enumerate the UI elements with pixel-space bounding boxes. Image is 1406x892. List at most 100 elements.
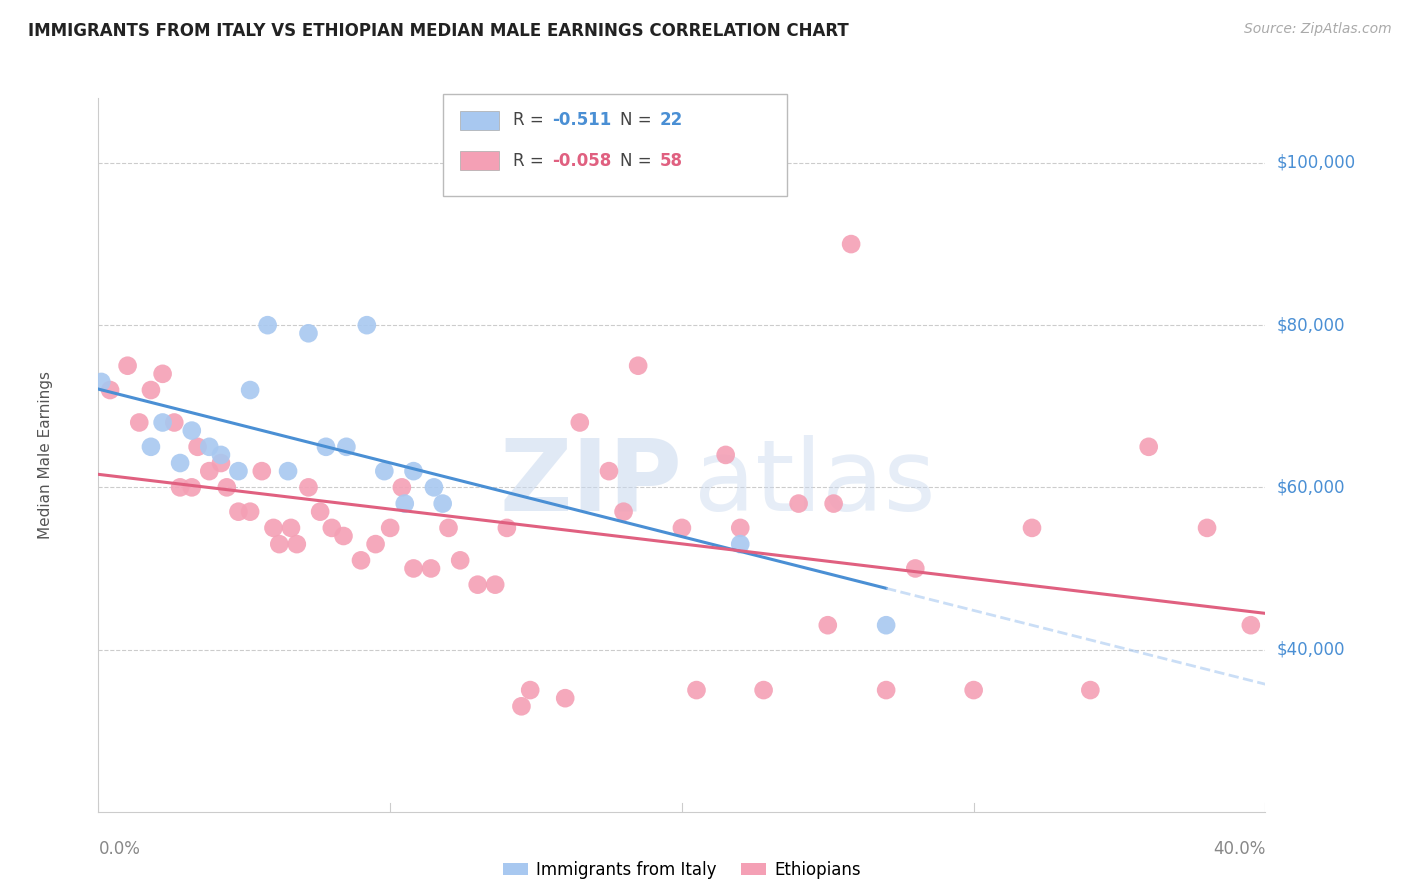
Point bbox=[239, 505, 262, 519]
Point bbox=[402, 464, 425, 478]
Point bbox=[554, 691, 576, 706]
Text: $40,000: $40,000 bbox=[1277, 640, 1346, 658]
Point bbox=[117, 359, 139, 373]
Point bbox=[627, 359, 650, 373]
Text: $60,000: $60,000 bbox=[1277, 478, 1346, 496]
Text: IMMIGRANTS FROM ITALY VS ETHIOPIAN MEDIAN MALE EARNINGS CORRELATION CHART: IMMIGRANTS FROM ITALY VS ETHIOPIAN MEDIA… bbox=[28, 22, 849, 40]
Point bbox=[752, 683, 775, 698]
Point bbox=[180, 480, 202, 494]
Point bbox=[373, 464, 395, 478]
Point bbox=[519, 683, 541, 698]
Text: 22: 22 bbox=[659, 112, 683, 129]
Point bbox=[315, 440, 337, 454]
Point bbox=[420, 561, 443, 575]
Point bbox=[598, 464, 620, 478]
Text: R =: R = bbox=[513, 112, 550, 129]
Text: atlas: atlas bbox=[693, 435, 935, 532]
Point bbox=[198, 464, 221, 478]
Point bbox=[467, 577, 489, 591]
Point bbox=[568, 416, 591, 430]
Point bbox=[256, 318, 278, 333]
Point bbox=[432, 497, 454, 511]
Text: Median Male Earnings: Median Male Earnings bbox=[38, 371, 53, 539]
Point bbox=[228, 464, 250, 478]
Point bbox=[671, 521, 693, 535]
Point bbox=[152, 416, 174, 430]
Point bbox=[128, 416, 150, 430]
Point bbox=[904, 561, 927, 575]
Point bbox=[510, 699, 533, 714]
Point bbox=[1021, 521, 1043, 535]
Point bbox=[685, 683, 707, 698]
Point bbox=[839, 237, 862, 252]
Point bbox=[787, 497, 810, 511]
Text: R =: R = bbox=[513, 152, 550, 169]
Point bbox=[1240, 618, 1263, 632]
Point bbox=[394, 497, 416, 511]
Point bbox=[297, 326, 319, 341]
Point bbox=[250, 464, 273, 478]
Text: 58: 58 bbox=[659, 152, 682, 169]
Point bbox=[228, 505, 250, 519]
Point bbox=[139, 383, 162, 397]
Point bbox=[139, 440, 162, 454]
Point bbox=[335, 440, 357, 454]
Point bbox=[484, 577, 506, 591]
Text: N =: N = bbox=[620, 112, 657, 129]
Point bbox=[280, 521, 302, 535]
Point bbox=[277, 464, 299, 478]
Point bbox=[332, 529, 354, 543]
Text: -0.058: -0.058 bbox=[553, 152, 612, 169]
Point bbox=[215, 480, 238, 494]
Point bbox=[437, 521, 460, 535]
Point bbox=[817, 618, 839, 632]
Point bbox=[875, 618, 897, 632]
Legend: Immigrants from Italy, Ethiopians: Immigrants from Italy, Ethiopians bbox=[496, 855, 868, 886]
Point bbox=[823, 497, 845, 511]
Text: $80,000: $80,000 bbox=[1277, 316, 1346, 334]
Point bbox=[187, 440, 209, 454]
Text: ZIP: ZIP bbox=[499, 435, 682, 532]
Point bbox=[269, 537, 291, 551]
Text: N =: N = bbox=[620, 152, 657, 169]
Point bbox=[169, 456, 191, 470]
Point bbox=[98, 383, 121, 397]
Point bbox=[423, 480, 446, 494]
Point bbox=[180, 424, 202, 438]
Point bbox=[402, 561, 425, 575]
Text: 0.0%: 0.0% bbox=[98, 840, 141, 858]
Point bbox=[169, 480, 191, 494]
Point bbox=[239, 383, 262, 397]
Text: $100,000: $100,000 bbox=[1277, 154, 1357, 172]
Point bbox=[356, 318, 378, 333]
Text: -0.511: -0.511 bbox=[553, 112, 612, 129]
Point bbox=[449, 553, 471, 567]
Point bbox=[962, 683, 984, 698]
Point bbox=[285, 537, 308, 551]
Point bbox=[350, 553, 373, 567]
Point bbox=[728, 537, 751, 551]
Text: 40.0%: 40.0% bbox=[1213, 840, 1265, 858]
Point bbox=[262, 521, 284, 535]
Point bbox=[152, 367, 174, 381]
Point bbox=[495, 521, 517, 535]
Point bbox=[391, 480, 413, 494]
Point bbox=[309, 505, 332, 519]
Point bbox=[90, 375, 112, 389]
Point bbox=[378, 521, 402, 535]
Point bbox=[728, 521, 751, 535]
Point bbox=[297, 480, 319, 494]
Point bbox=[364, 537, 387, 551]
Text: Source: ZipAtlas.com: Source: ZipAtlas.com bbox=[1244, 22, 1392, 37]
Point bbox=[714, 448, 737, 462]
Point bbox=[198, 440, 221, 454]
Point bbox=[1080, 683, 1102, 698]
Point bbox=[1137, 440, 1160, 454]
Point bbox=[209, 456, 232, 470]
Point bbox=[1195, 521, 1218, 535]
Point bbox=[612, 505, 634, 519]
Point bbox=[163, 416, 186, 430]
Point bbox=[875, 683, 897, 698]
Point bbox=[209, 448, 232, 462]
Point bbox=[321, 521, 343, 535]
